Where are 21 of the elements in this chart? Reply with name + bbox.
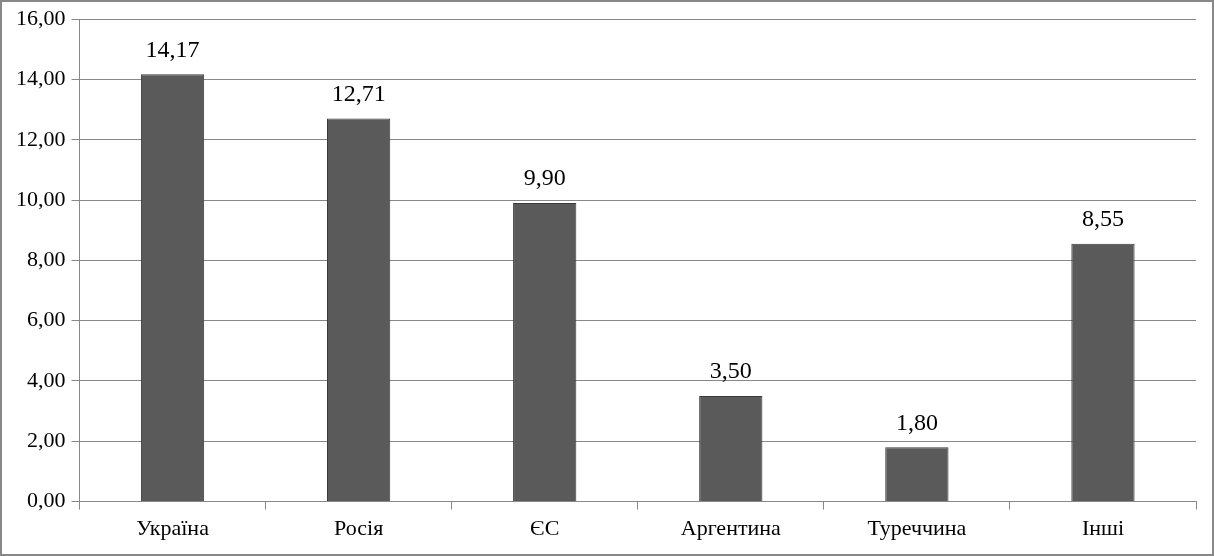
data-label: 3,50	[709, 357, 752, 384]
data-label: 14,17	[145, 35, 200, 62]
y-tick-label: 0,00	[27, 487, 66, 513]
data-label: 9,90	[523, 164, 566, 191]
y-tick-label: 16,00	[16, 4, 66, 30]
data-label: 12,71	[331, 79, 386, 106]
x-tick-label: Інші	[1081, 514, 1125, 540]
y-tick-label: 8,00	[27, 246, 66, 272]
data-label: 8,55	[1081, 205, 1124, 232]
x-tick-label: Росія	[334, 514, 384, 540]
x-tick-label: Україна	[136, 514, 210, 540]
x-tick-label: Аргентина	[680, 514, 782, 540]
x-tick-label: Туреччина	[867, 514, 967, 540]
y-tick-label: 14,00	[16, 65, 66, 91]
y-tick-label: 4,00	[27, 366, 66, 392]
y-tick-label: 2,00	[27, 427, 66, 453]
y-tick-label: 10,00	[16, 185, 66, 211]
x-tick-label: ЄС	[530, 514, 560, 540]
data-label: 1,80	[895, 408, 938, 435]
y-tick-label: 6,00	[27, 306, 66, 332]
y-tick-label: 12,00	[16, 125, 66, 151]
